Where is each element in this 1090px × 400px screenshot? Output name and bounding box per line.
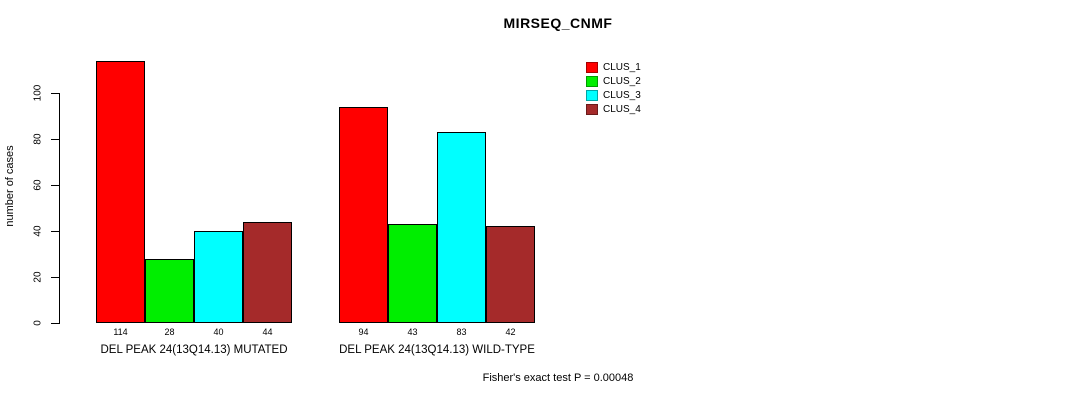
- bar-clus_4-group1: [243, 222, 292, 323]
- x-category-label: DEL PEAK 24(13Q14.13) WILD-TYPE: [339, 344, 535, 356]
- bar-value-label: 114: [113, 327, 128, 337]
- y-tick-label: 100: [32, 84, 44, 102]
- bar-clus_2-group1: [145, 259, 194, 323]
- y-tick: [51, 231, 59, 232]
- bar-value-label: 94: [358, 327, 369, 337]
- legend-item: CLUS_4: [586, 103, 641, 116]
- bar-value-label: 43: [407, 327, 418, 337]
- chart-title: MIRSEQ_CNMF: [503, 15, 613, 31]
- y-tick-label: 40: [32, 225, 44, 237]
- bar-value-label: 40: [213, 327, 224, 337]
- legend-label: CLUS_1: [603, 62, 641, 73]
- legend-label: CLUS_4: [603, 104, 641, 115]
- bar-clus_3-group1: [194, 231, 243, 323]
- y-tick-label: 60: [32, 179, 44, 191]
- legend-swatch-icon: [586, 76, 598, 87]
- y-tick: [51, 185, 59, 186]
- bar-clus_3-group2: [437, 132, 486, 323]
- bar-value-label: 28: [164, 327, 175, 337]
- y-tick-label: 80: [32, 133, 44, 145]
- legend-item: CLUS_2: [586, 75, 641, 88]
- legend-label: CLUS_3: [603, 90, 641, 101]
- y-tick: [51, 323, 59, 324]
- y-axis-line: [59, 93, 60, 324]
- legend: CLUS_1 CLUS_2 CLUS_3 CLUS_4: [586, 61, 641, 117]
- fisher-test-annotation: Fisher's exact test P = 0.00048: [482, 372, 634, 384]
- bar-clus_4-group2: [486, 226, 535, 323]
- legend-swatch-icon: [586, 62, 598, 73]
- legend-item: CLUS_1: [586, 61, 641, 74]
- bar-value-label: 83: [456, 327, 467, 337]
- legend-swatch-icon: [586, 90, 598, 101]
- y-tick-label: 0: [32, 320, 44, 326]
- bar-value-label: 42: [505, 327, 516, 337]
- bar-clus_1-group2: [339, 107, 388, 323]
- y-tick: [51, 139, 59, 140]
- y-tick: [51, 277, 59, 278]
- bar-value-label: 44: [262, 327, 273, 337]
- legend-item: CLUS_3: [586, 89, 641, 102]
- x-category-label: DEL PEAK 24(13Q14.13) MUTATED: [100, 344, 288, 356]
- y-tick: [51, 93, 59, 94]
- bar-clus_1-group1: [96, 61, 145, 323]
- legend-swatch-icon: [586, 104, 598, 115]
- legend-label: CLUS_2: [603, 76, 641, 87]
- bar-clus_2-group2: [388, 224, 437, 323]
- y-tick-label: 20: [32, 271, 44, 283]
- y-axis-label: number of cases: [4, 145, 16, 227]
